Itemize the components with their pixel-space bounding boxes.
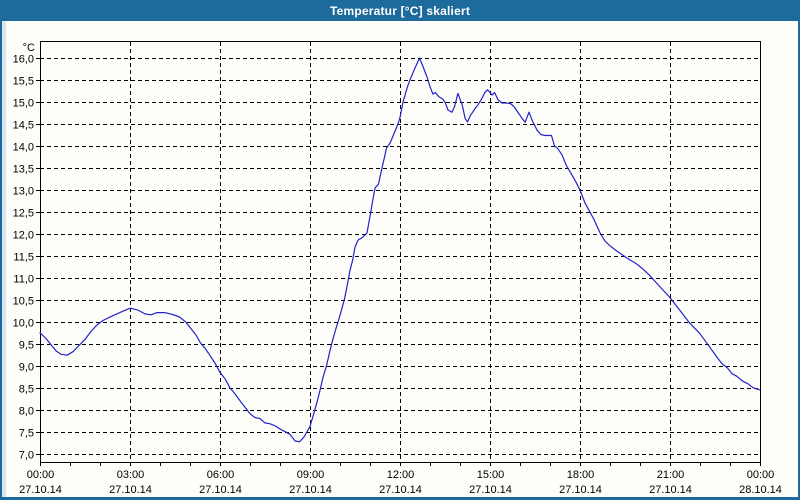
x-tick-date-label: 27.10.14 <box>379 484 422 496</box>
plot-frame <box>40 41 761 463</box>
x-tick-time-label: 06:00 <box>207 469 235 481</box>
y-axis-unit-label: °C <box>23 42 35 54</box>
y-tick-label: 11,0 <box>13 274 34 286</box>
x-tick-date-label: 27.10.14 <box>109 484 152 496</box>
y-tick-label: 9,0 <box>19 362 34 374</box>
x-tick-time-label: 03:00 <box>117 469 145 481</box>
y-tick-label: 12,0 <box>13 230 34 242</box>
x-tick-time-label: 00:00 <box>27 469 55 481</box>
y-tick-label: 13,0 <box>13 186 34 198</box>
y-tick-label: 9,5 <box>19 340 34 352</box>
x-tick-time-label: 21:00 <box>657 469 685 481</box>
x-tick-date-label: 27.10.14 <box>199 484 242 496</box>
x-tick-date-label: 27.10.14 <box>19 484 62 496</box>
x-tick-time-label: 15:00 <box>477 469 505 481</box>
y-tick-label: 15,0 <box>13 98 34 110</box>
x-tick-date-label: 27.10.14 <box>469 484 512 496</box>
window-titlebar: Temperatur [°C] skaliert <box>0 0 800 21</box>
y-tick-label: 13,5 <box>13 164 34 176</box>
y-tick-label: 8,5 <box>19 384 34 396</box>
x-tick-time-label: 00:00 <box>747 469 775 481</box>
x-tick-time-label: 09:00 <box>297 469 325 481</box>
y-tick-label: 10,0 <box>13 318 34 330</box>
y-tick-label: 15,5 <box>13 76 34 88</box>
y-tick-label: 14,0 <box>13 142 34 154</box>
y-tick-label: 8,0 <box>19 406 34 418</box>
x-tick-time-label: 18:00 <box>567 469 595 481</box>
y-tick-label: 10,5 <box>13 296 34 308</box>
window-title: Temperatur [°C] skaliert <box>329 3 471 18</box>
y-tick-label: 14,5 <box>13 120 34 132</box>
y-tick-label: 7,0 <box>19 450 34 462</box>
window-inner-highlight <box>2 21 6 497</box>
y-tick-label: 11,5 <box>13 252 34 264</box>
y-tick-label: 7,5 <box>19 428 34 440</box>
x-tick-time-label: 12:00 <box>387 469 415 481</box>
temperature-series-line <box>39 57 761 443</box>
x-tick-date-label: 27.10.14 <box>649 484 692 496</box>
x-tick-date-label: 28.10.14 <box>739 484 782 496</box>
y-tick-label: 12,5 <box>13 208 34 220</box>
y-tick-label: 16,0 <box>13 54 34 66</box>
x-tick-date-label: 27.10.14 <box>289 484 332 496</box>
x-tick-date-label: 27.10.14 <box>559 484 602 496</box>
